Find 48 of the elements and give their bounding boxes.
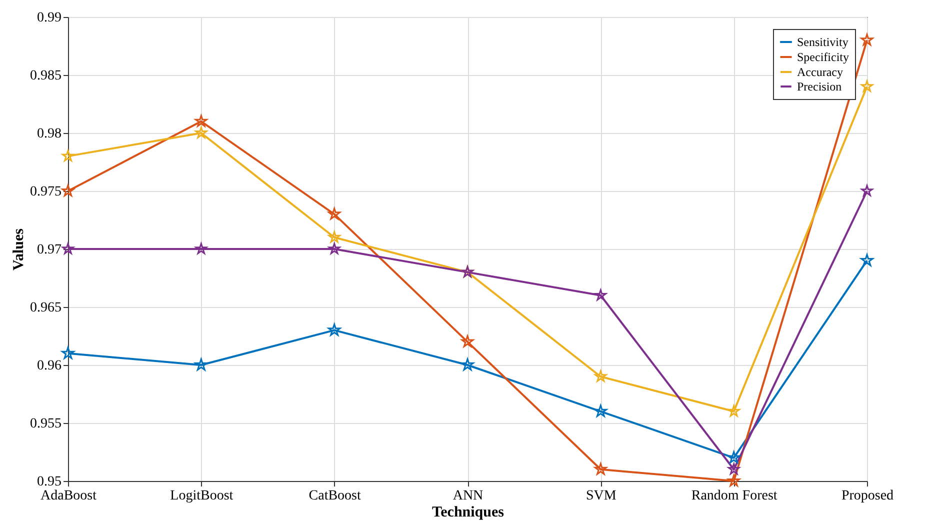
point	[194, 358, 208, 371]
point	[461, 358, 474, 371]
point	[328, 242, 340, 254]
point	[861, 184, 873, 196]
y-tick-label: 0.95	[37, 474, 62, 490]
x-tick-label: Proposed	[841, 488, 894, 504]
x-tick-label: AdaBoost	[40, 488, 97, 504]
y-tick-label: 0.99	[37, 10, 62, 26]
point	[728, 463, 740, 474]
y-axis-title: Values	[11, 228, 27, 270]
point	[461, 335, 474, 348]
point	[594, 370, 607, 382]
point	[195, 126, 208, 138]
y-tick-label: 0.985	[30, 68, 62, 84]
legend-label: Sensitivity	[797, 35, 848, 49]
legend-label: Precision	[797, 80, 842, 94]
point	[328, 208, 341, 220]
point	[860, 80, 874, 92]
legend-label: Accuracy	[797, 65, 843, 79]
y-tick-label: 0.955	[30, 416, 62, 432]
point	[860, 34, 874, 46]
y-tick-label: 0.965	[30, 300, 62, 316]
point	[328, 324, 341, 336]
legend-label: Specificity	[797, 50, 849, 64]
point	[62, 242, 74, 254]
point	[62, 150, 74, 162]
x-tick-label: CatBoost	[308, 488, 361, 504]
y-tick-label: 0.975	[30, 184, 62, 200]
point	[328, 231, 340, 243]
point	[860, 254, 874, 266]
point	[594, 462, 607, 475]
x-tick-label: Random Forest	[691, 488, 778, 504]
x-tick-label: SVM	[586, 488, 617, 504]
point	[62, 346, 74, 359]
point	[195, 242, 208, 254]
point	[728, 405, 740, 417]
x-tick-label: ANN	[452, 488, 484, 504]
x-axis-title: Techniques	[432, 504, 504, 520]
point	[594, 289, 607, 300]
point	[594, 404, 608, 417]
point	[727, 451, 740, 464]
y-tick-label: 0.98	[37, 126, 62, 142]
point	[62, 184, 74, 196]
y-tick-label: 0.97	[37, 242, 62, 258]
x-tick-label: LogitBoost	[170, 488, 234, 504]
point	[194, 114, 208, 127]
point	[728, 474, 740, 486]
y-tick-label: 0.96	[37, 358, 62, 374]
